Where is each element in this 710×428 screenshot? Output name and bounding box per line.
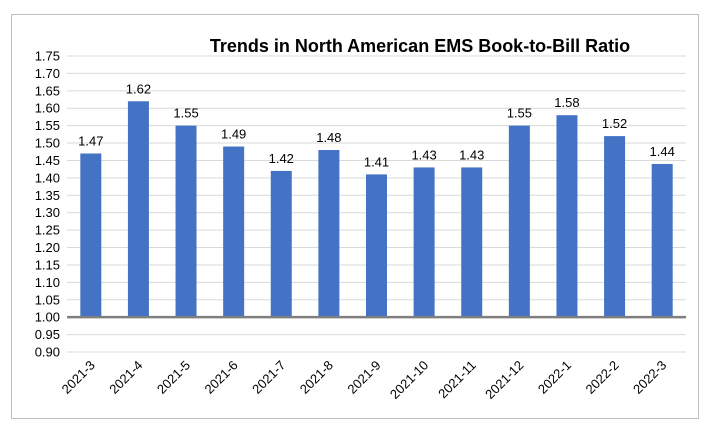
- data-label: 1.48: [316, 130, 341, 145]
- x-tick-label: 2021-12: [482, 358, 526, 402]
- bar: [651, 163, 673, 318]
- y-tick-label: 1.55: [35, 118, 60, 133]
- x-tick-label: 2022-3: [630, 358, 669, 397]
- x-tick-label: 2021-4: [106, 358, 145, 397]
- y-tick-label: 1.30: [35, 205, 60, 220]
- data-label: 1.47: [78, 134, 103, 149]
- data-labels: 1.47 1.62 1.55 1.49 1.42 1.48 1.41 1.43 1.43 1.55…: [78, 81, 675, 169]
- y-tick-label: 1.05: [35, 292, 60, 307]
- data-label: 1.55: [507, 106, 532, 121]
- x-tick-label: 2021-5: [154, 358, 193, 397]
- data-label: 1.43: [411, 147, 436, 162]
- x-tick-label: 2021-8: [297, 358, 336, 397]
- y-tick-label: 0.90: [35, 345, 60, 360]
- x-tick-label: 2021-3: [59, 358, 98, 397]
- y-tick-label: 1.65: [35, 83, 60, 98]
- data-label: 1.43: [459, 147, 484, 162]
- x-tick-label: 2021-6: [202, 358, 241, 397]
- bar: [508, 125, 530, 318]
- bar: [223, 146, 245, 318]
- y-tick-label: 1.20: [35, 240, 60, 255]
- y-tick-label: 1.50: [35, 136, 60, 151]
- data-label: 1.62: [126, 81, 151, 96]
- bar: [127, 101, 149, 318]
- y-tick-label: 1.10: [35, 275, 60, 290]
- bar: [80, 153, 102, 318]
- data-label: 1.49: [221, 127, 246, 142]
- data-label: 1.44: [650, 144, 675, 159]
- y-tick-label: 1.35: [35, 188, 60, 203]
- y-tick-label: 0.95: [35, 327, 60, 342]
- y-tick-label: 1.75: [35, 49, 60, 64]
- x-tick-label: 2022-2: [582, 358, 621, 397]
- y-tick-label: 1.00: [35, 310, 60, 325]
- y-tick-label: 1.40: [35, 170, 60, 185]
- bar: [318, 150, 340, 318]
- bar: [270, 170, 292, 318]
- x-tick-label: 2022-1: [535, 358, 574, 397]
- x-tick-label: 2021-9: [344, 358, 383, 397]
- bar: [556, 115, 578, 318]
- y-tick-label: 1.15: [35, 257, 60, 272]
- y-axis: 0.90 0.95 1.00 1.05 1.10 1.15 1.20 1.25 1.30 1.35…: [35, 49, 60, 360]
- data-label: 1.42: [269, 151, 294, 166]
- bars: [80, 101, 673, 318]
- bar: [413, 167, 435, 318]
- bar: [461, 167, 483, 318]
- y-tick-label: 1.25: [35, 223, 60, 238]
- y-tick-label: 1.60: [35, 101, 60, 116]
- y-tick-label: 1.70: [35, 66, 60, 81]
- data-label: 1.55: [173, 106, 198, 121]
- bar: [604, 136, 626, 318]
- x-tick-label: 2021-7: [249, 358, 288, 397]
- y-tick-label: 1.45: [35, 153, 60, 168]
- data-label: 1.41: [364, 154, 389, 169]
- x-tick-label: 2021-10: [387, 358, 431, 402]
- bar: [366, 174, 387, 318]
- data-label: 1.58: [554, 95, 579, 110]
- x-axis: 2021-3 2021-4 2021-5 2021-6 2021-7 2021-8 2021…: [59, 358, 670, 402]
- data-label: 1.52: [602, 116, 627, 131]
- chart-title: Trends in North American EMS Book-to-Bil…: [210, 36, 630, 56]
- x-tick-label: 2021-11: [435, 358, 479, 402]
- bar: [175, 125, 197, 318]
